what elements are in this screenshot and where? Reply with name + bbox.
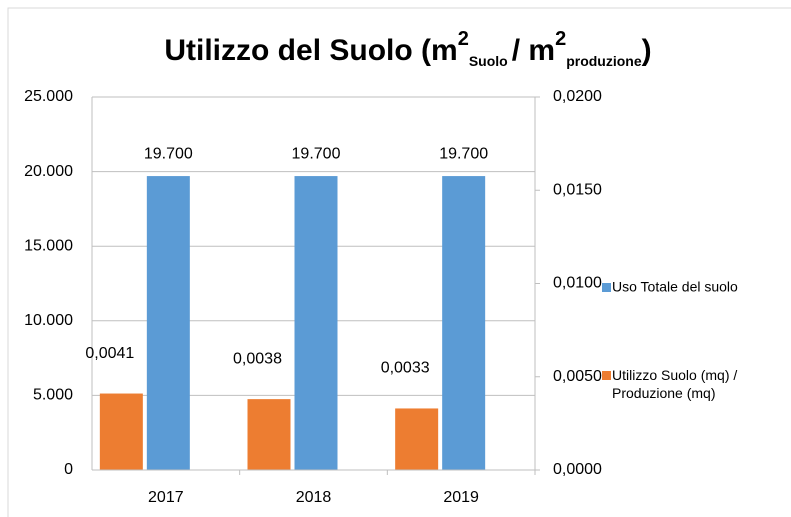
y-tick-label: 25.000 (24, 88, 73, 105)
data-label: 19.700 (292, 145, 341, 162)
data-label: 0,0033 (381, 360, 430, 377)
y2-tick-label: 0,0050 (553, 368, 602, 385)
data-label: 0,0041 (85, 345, 134, 362)
chart-title: Utilizzo del Suolo (m2Suolo / m2produzion… (164, 28, 651, 68)
y2-tick-label: 0,0150 (553, 181, 602, 198)
y2-tick-label: 0,0200 (553, 88, 602, 105)
bar (395, 408, 439, 470)
bar (442, 176, 486, 471)
y-tick-label: 5.000 (33, 387, 73, 404)
x-tick-label: 2019 (443, 489, 479, 506)
bar (99, 393, 143, 470)
legend-swatch (602, 371, 611, 380)
data-label: 0,0038 (233, 350, 282, 367)
y-tick-label: 15.000 (24, 237, 73, 254)
y-tick-label: 0 (64, 461, 73, 478)
data-label: 19.700 (144, 145, 193, 162)
y2-tick-label: 0,0000 (553, 461, 602, 478)
y-tick-label: 10.000 (24, 312, 73, 329)
legend-label: Uso Totale del suolo (612, 279, 738, 295)
frame (7, 7, 791, 517)
x-tick-label: 2018 (296, 489, 332, 506)
legend-label: Utilizzo Suolo (mq) / Produzione (mq) (612, 367, 738, 401)
y-tick-label: 20.000 (24, 163, 73, 180)
legend-swatch (602, 283, 611, 292)
data-label: 19.700 (439, 145, 488, 162)
y2-tick-label: 0,0100 (553, 275, 602, 292)
bar (146, 176, 190, 471)
bar (247, 399, 291, 470)
bar (294, 176, 338, 471)
x-tick-label: 2017 (148, 489, 184, 506)
